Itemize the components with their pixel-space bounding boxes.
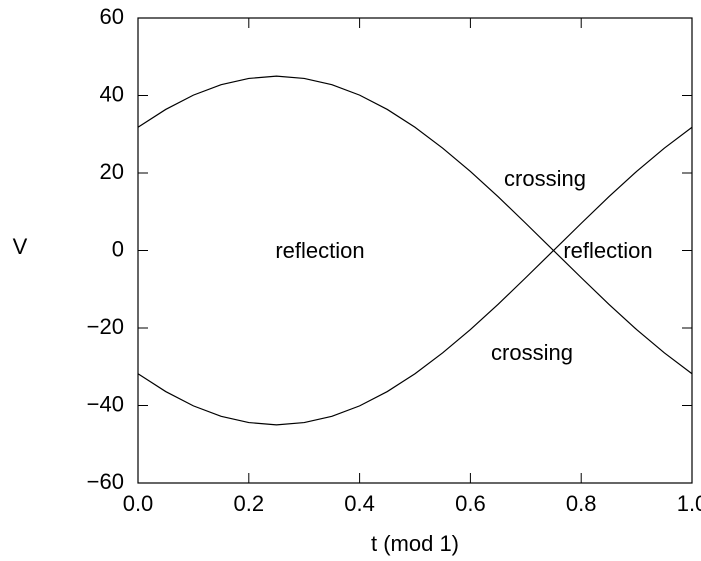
- x-tick-label: 0.2: [234, 491, 265, 516]
- x-tick-label: 1.0: [677, 491, 701, 516]
- y-tick-label: 0: [112, 236, 124, 261]
- x-tick-label: 0.0: [123, 491, 154, 516]
- curve: [137, 75, 693, 252]
- y-tick-label: −20: [87, 314, 124, 339]
- y-tick-label: 60: [100, 4, 124, 29]
- x-tick-label: 0.6: [455, 491, 486, 516]
- x-axis-label: t (mod 1): [371, 531, 459, 556]
- x-tick-label: 0.8: [566, 491, 597, 516]
- curve: [137, 249, 693, 426]
- annotation: crossing: [491, 340, 573, 365]
- annotation: crossing: [504, 166, 586, 191]
- x-tick-label: 0.4: [344, 491, 375, 516]
- y-tick-label: −60: [87, 469, 124, 494]
- y-tick-label: 40: [100, 81, 124, 106]
- y-axis-label: V: [13, 234, 28, 259]
- annotation: reflection: [275, 238, 364, 263]
- annotation: reflection: [563, 238, 652, 263]
- y-tick-label: 20: [100, 159, 124, 184]
- y-tick-label: −40: [87, 391, 124, 416]
